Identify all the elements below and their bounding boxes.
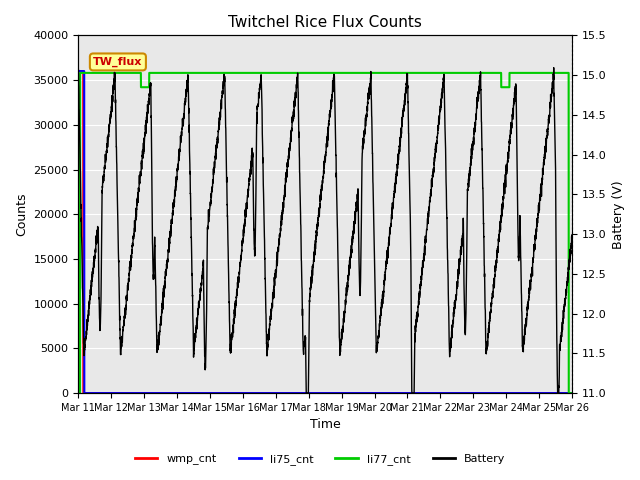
Legend: wmp_cnt, li75_cnt, li77_cnt, Battery: wmp_cnt, li75_cnt, li77_cnt, Battery xyxy=(131,450,509,469)
Battery xyxy=(550,65,557,71)
X-axis label: Time: Time xyxy=(310,419,340,432)
li77_cnt xyxy=(553,70,561,76)
Battery xyxy=(75,67,83,72)
wmp_cnt xyxy=(282,390,290,396)
li77_cnt xyxy=(529,70,536,76)
Line: li75_cnt: li75_cnt xyxy=(79,71,572,393)
li75_cnt xyxy=(81,390,88,396)
li75_cnt xyxy=(75,68,83,74)
Battery xyxy=(286,148,294,154)
wmp_cnt xyxy=(433,390,441,396)
li75_cnt xyxy=(553,390,561,396)
Battery xyxy=(433,135,441,141)
wmp_cnt xyxy=(79,390,87,396)
Line: wmp_cnt: wmp_cnt xyxy=(79,71,572,393)
Battery xyxy=(282,180,289,185)
Battery xyxy=(303,390,310,396)
wmp_cnt xyxy=(553,390,561,396)
li75_cnt xyxy=(286,390,294,396)
li77_cnt xyxy=(282,70,290,76)
li75_cnt xyxy=(568,390,576,396)
li75_cnt xyxy=(282,390,290,396)
Battery xyxy=(553,349,561,355)
li77_cnt xyxy=(286,70,294,76)
wmp_cnt xyxy=(286,390,294,396)
Line: Battery: Battery xyxy=(79,68,572,393)
wmp_cnt xyxy=(309,390,317,396)
li75_cnt xyxy=(309,390,317,396)
Line: li77_cnt: li77_cnt xyxy=(79,73,572,393)
li77_cnt xyxy=(568,390,576,396)
li75_cnt xyxy=(433,390,441,396)
Y-axis label: Battery (V): Battery (V) xyxy=(612,180,625,249)
wmp_cnt xyxy=(75,68,83,74)
Battery xyxy=(568,239,576,244)
Battery xyxy=(529,267,536,273)
Text: TW_flux: TW_flux xyxy=(93,57,143,67)
Y-axis label: Counts: Counts xyxy=(15,192,28,236)
li77_cnt xyxy=(309,70,317,76)
Title: Twitchel Rice Flux Counts: Twitchel Rice Flux Counts xyxy=(228,15,422,30)
li77_cnt xyxy=(433,70,441,76)
wmp_cnt xyxy=(529,390,536,396)
Battery xyxy=(309,264,317,269)
wmp_cnt xyxy=(568,390,576,396)
li75_cnt xyxy=(529,390,536,396)
li77_cnt xyxy=(75,390,83,396)
li77_cnt xyxy=(76,70,84,76)
